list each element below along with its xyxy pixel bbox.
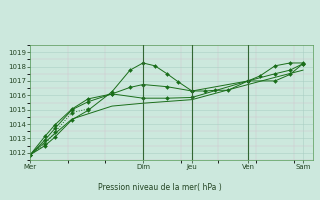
- Text: Pression niveau de la mer( hPa ): Pression niveau de la mer( hPa ): [98, 183, 222, 192]
